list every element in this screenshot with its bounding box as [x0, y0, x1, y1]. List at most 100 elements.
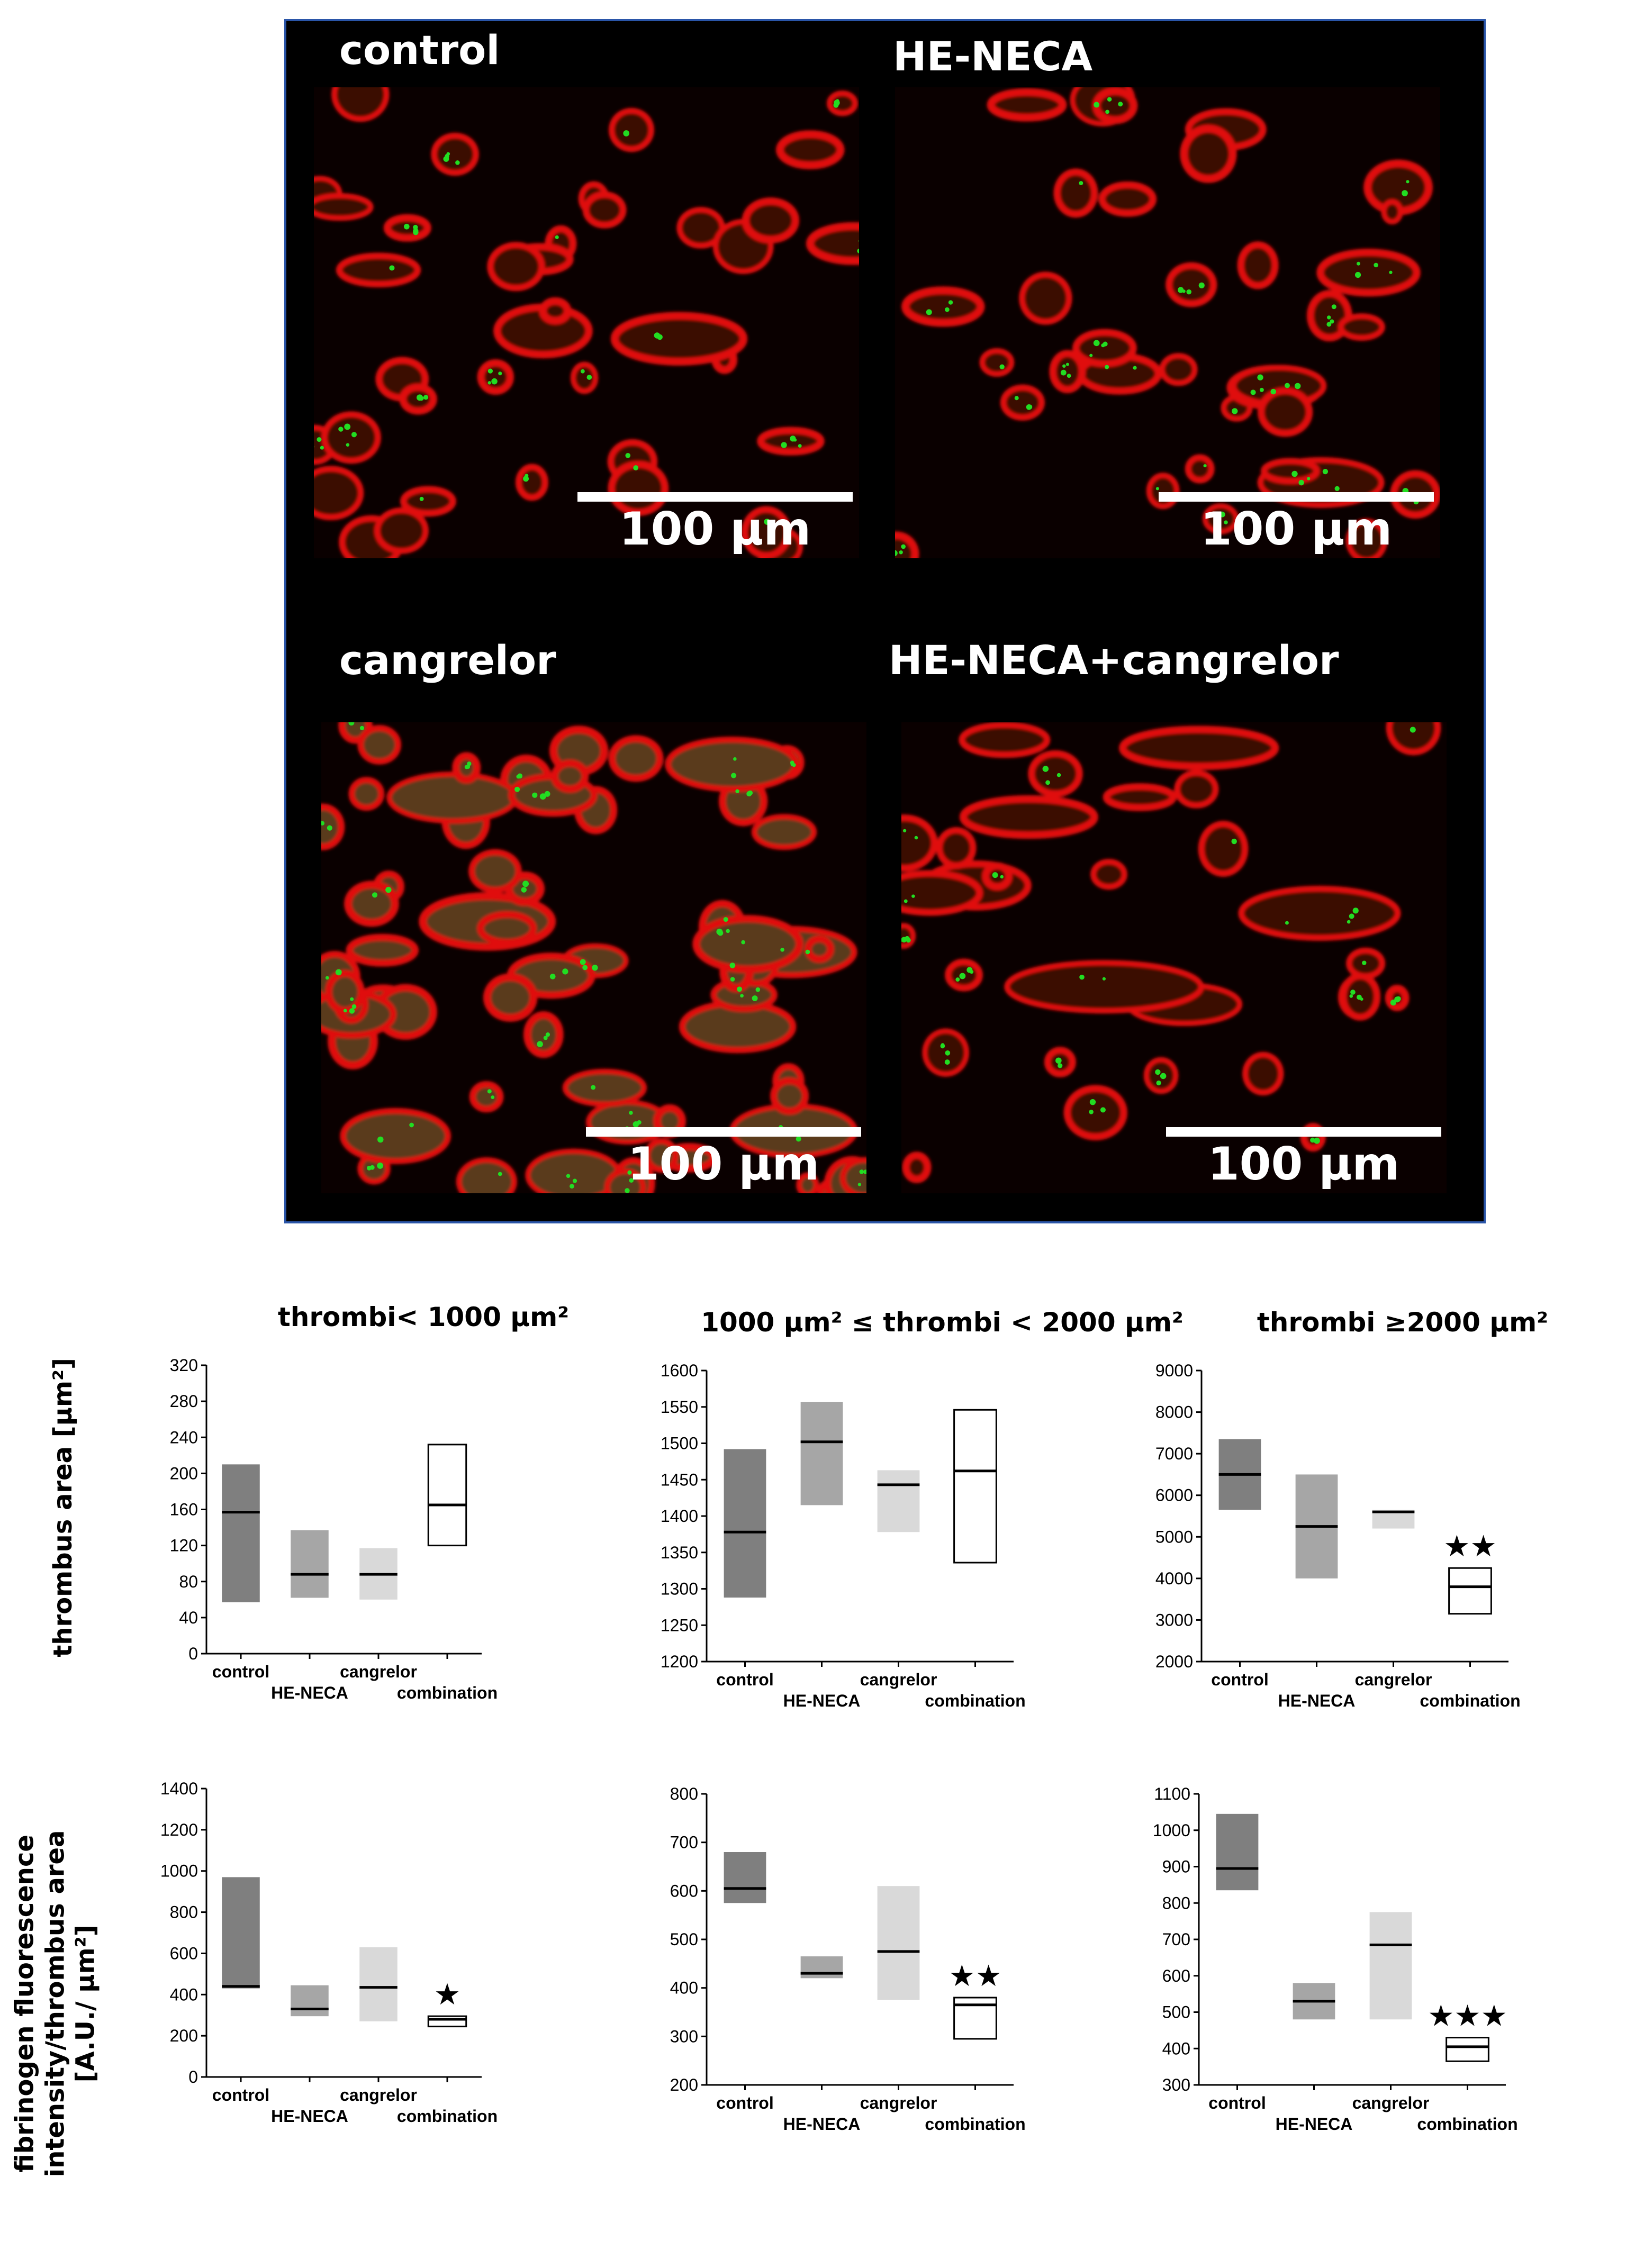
- fibrinogen-spot: [1389, 270, 1393, 274]
- row-label-line: fibrinogen fluorescence: [10, 1835, 40, 2173]
- platelet-aggregate: [1198, 821, 1249, 877]
- fibrinogen-spot: [1257, 374, 1263, 380]
- platelet-aggregate: [314, 466, 364, 521]
- fibrinogen-spot: [1322, 468, 1329, 475]
- y-tick-label: 80: [179, 1572, 198, 1591]
- platelet-aggregate: [400, 486, 457, 517]
- fibrinogen-spot: [999, 364, 1005, 369]
- fibrinogen-spot: [1062, 364, 1066, 368]
- fibrinogen-spot: [1219, 511, 1225, 518]
- platelet-aggregate: [1146, 473, 1180, 510]
- fibrinogen-spot: [1102, 977, 1106, 981]
- platelet-aggregate: [1180, 124, 1237, 183]
- box-control: [1216, 1813, 1259, 1891]
- fibrinogen-spot: [385, 886, 392, 893]
- fibrinogen-spot: [945, 1050, 951, 1056]
- platelet-aggregate: [582, 191, 627, 229]
- fibrinogen-spot: [349, 1008, 355, 1014]
- y-tick-label: 5000: [1155, 1527, 1193, 1546]
- fibrinogen-spot: [633, 1121, 639, 1128]
- fibrinogen-spot: [545, 1032, 550, 1037]
- y-tick-label: 700: [670, 1833, 698, 1852]
- platelet-aggregate: [1053, 168, 1098, 218]
- y-tick-label: 120: [170, 1536, 198, 1555]
- fibrinogen-spot: [351, 1004, 357, 1009]
- fibrinogen-spot: [1284, 383, 1290, 388]
- fibrinogen-spot: [1107, 97, 1112, 102]
- category-label: combination: [1420, 1691, 1520, 1710]
- platelet-aggregate: [1174, 769, 1219, 809]
- fibrinogen-spot: [586, 375, 592, 380]
- fibrinogen-spot: [717, 930, 724, 936]
- y-tick-label: 3000: [1155, 1610, 1193, 1629]
- platelet-aggregate: [901, 870, 983, 916]
- fibrinogen-spot: [1291, 470, 1298, 477]
- micrograph-control: [314, 87, 859, 558]
- fibrinogen-spot: [543, 1036, 548, 1040]
- box-combination: [1446, 2037, 1489, 2062]
- panel-label-control: control: [339, 26, 500, 74]
- fibrinogen-spot: [764, 519, 771, 525]
- platelet-aggregate: [386, 772, 519, 824]
- fibrinogen-spot: [966, 967, 973, 973]
- platelet-aggregate: [487, 242, 545, 292]
- fibrinogen-spot: [532, 792, 538, 798]
- platelet-aggregate: [1049, 350, 1086, 394]
- y-tick-label: 1250: [661, 1616, 698, 1635]
- fibrinogen-spot: [539, 793, 546, 800]
- fibrinogen-spot: [344, 423, 351, 430]
- box-control: [724, 1449, 766, 1598]
- platelet-aggregate: [1159, 353, 1198, 386]
- platelet-aggregate: [1242, 1051, 1284, 1096]
- fibrinogen-spot: [780, 948, 784, 952]
- platelet-aggregate: [321, 411, 381, 464]
- fibrinogen-spot: [1232, 408, 1238, 414]
- fibrinogen-spot: [723, 917, 728, 922]
- y-tick-label: 7000: [1155, 1444, 1193, 1463]
- fibrinogen-spot: [562, 968, 568, 975]
- scale-bar-label: 100 µm: [1207, 1138, 1400, 1191]
- category-label: cangrelor: [1355, 1670, 1432, 1689]
- column-title-small: thrombi< 1000 µm²: [277, 1302, 570, 1332]
- platelet-aggregate: [757, 427, 825, 456]
- y-tick-label: 4000: [1155, 1569, 1193, 1588]
- box-cangrelor: [359, 1947, 398, 2021]
- y-tick-label: 320: [170, 1356, 198, 1375]
- y-tick-label: 160: [170, 1500, 198, 1519]
- fibrinogen-spot: [1313, 1137, 1320, 1144]
- platelet-aggregate: [477, 359, 514, 395]
- fibrinogen-spot: [389, 265, 395, 271]
- fibrinogen-spot: [911, 894, 915, 898]
- fibrinogen-spot: [514, 786, 520, 792]
- fibrinogen-spot: [629, 1178, 634, 1183]
- box-he-neca: [800, 1402, 843, 1505]
- micrograph-he-neca: [895, 87, 1440, 558]
- fibrinogen-spot: [948, 300, 953, 305]
- fibrinogen-spot: [566, 1174, 571, 1178]
- row-label-area: thrombus area [µm²]: [48, 1358, 78, 1657]
- category-label: cangrelor: [860, 2093, 937, 2112]
- platelet-aggregate: [805, 935, 834, 963]
- fibrinogen-spot: [941, 1043, 945, 1047]
- fibrinogen-spot: [487, 368, 493, 374]
- fibrinogen-spot: [926, 309, 932, 315]
- y-tick-label: 1550: [661, 1398, 698, 1417]
- fibrinogen-spot: [555, 235, 559, 239]
- fibrinogen-spot: [1362, 960, 1367, 965]
- platelet-aggregate: [431, 132, 479, 176]
- platelet-aggregate: [1019, 271, 1072, 325]
- fibrinogen-spot: [1055, 1057, 1062, 1064]
- platelet-aggregate: [1166, 262, 1217, 307]
- fibrinogen-spot: [755, 987, 761, 992]
- fibrinogen-spot: [1224, 520, 1228, 524]
- platelet-aggregate: [796, 1172, 819, 1193]
- platelet-aggregate: [314, 193, 374, 221]
- fibrinogen-spot: [320, 446, 324, 450]
- y-tick-label: 1400: [661, 1507, 698, 1526]
- fibrinogen-spot: [1198, 282, 1205, 288]
- fibrinogen-spot: [317, 437, 322, 442]
- panel-label-he-neca: HE-NECA: [893, 33, 1093, 80]
- fibrinogen-spot: [730, 977, 735, 982]
- fibrinogen-spot: [582, 965, 588, 970]
- fibrinogen-spot: [522, 881, 529, 887]
